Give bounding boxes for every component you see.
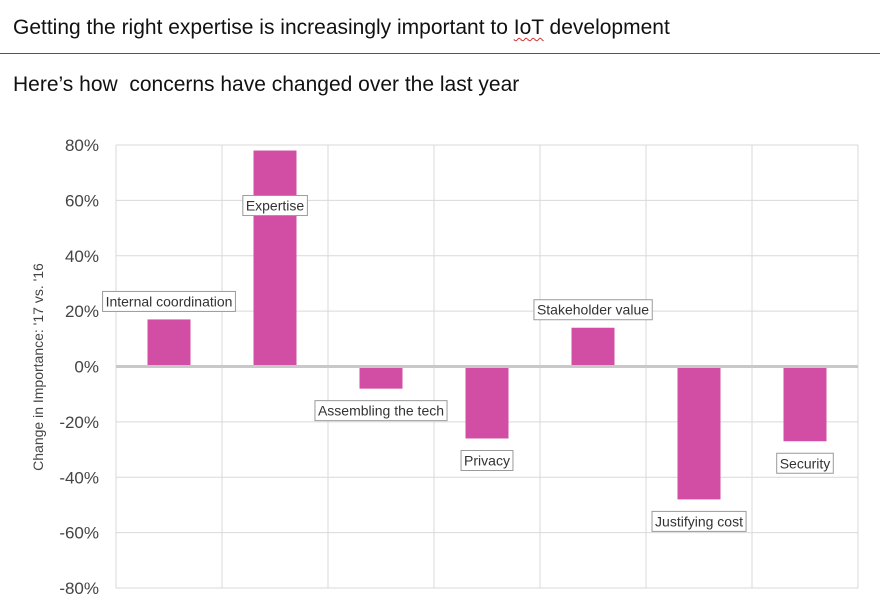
title-suffix: development <box>543 16 670 39</box>
bar <box>465 366 509 439</box>
y-tick-label: 80% <box>65 136 99 155</box>
y-tick-label: -60% <box>59 524 99 543</box>
y-axis-ticks: 80% 60% 40% 20% 0% -20% -40% -60% -80% <box>59 136 99 598</box>
y-tick-label: 60% <box>65 191 99 210</box>
data-label: Justifying cost <box>651 510 747 532</box>
data-label: Security <box>776 452 834 474</box>
y-tick-label: -20% <box>59 413 99 432</box>
page-title: Getting the right expertise is increasin… <box>13 16 670 40</box>
data-label-text: Justifying cost <box>655 513 743 529</box>
chart-bars <box>147 150 827 500</box>
data-labels: Internal coordination Expertise Assembling… <box>102 195 834 532</box>
y-tick-label: -80% <box>59 579 99 598</box>
y-tick-label: 0% <box>74 358 99 377</box>
bar <box>783 366 827 442</box>
title-prefix: Getting the right expertise is increasin… <box>13 16 514 39</box>
bar <box>147 319 191 367</box>
data-label: Stakeholder value <box>533 299 653 321</box>
data-label-text: Security <box>780 455 831 471</box>
data-label: Assembling the tech <box>314 400 448 422</box>
data-label: Expertise <box>242 195 308 217</box>
data-label: Privacy <box>460 449 514 471</box>
bar <box>253 150 297 367</box>
y-tick-label: 20% <box>65 302 99 321</box>
data-label-text: Stakeholder value <box>537 302 649 318</box>
data-label-text: Assembling the tech <box>318 403 444 419</box>
bar <box>359 366 403 389</box>
y-tick-label: 40% <box>65 247 99 266</box>
y-tick-label: -40% <box>59 468 99 487</box>
header-divider <box>0 53 880 54</box>
data-label: Internal coordination <box>102 290 236 312</box>
page-subtitle: Here’s how concerns have changed over th… <box>13 73 520 96</box>
data-label-text: Expertise <box>246 198 305 214</box>
bar <box>571 327 615 367</box>
title-iot: IoT <box>513 16 544 39</box>
data-label-text: Internal coordination <box>106 293 233 309</box>
data-label-text: Privacy <box>464 452 510 468</box>
y-axis-label: Change in Importance: '17 vs. '16 <box>30 263 46 471</box>
bar <box>677 366 721 500</box>
